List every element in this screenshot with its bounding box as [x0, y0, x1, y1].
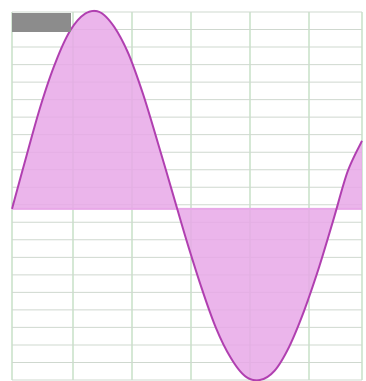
area-fill-layer: [12, 10, 362, 381]
legend-swatch: [12, 13, 71, 32]
series-area: [12, 10, 362, 381]
